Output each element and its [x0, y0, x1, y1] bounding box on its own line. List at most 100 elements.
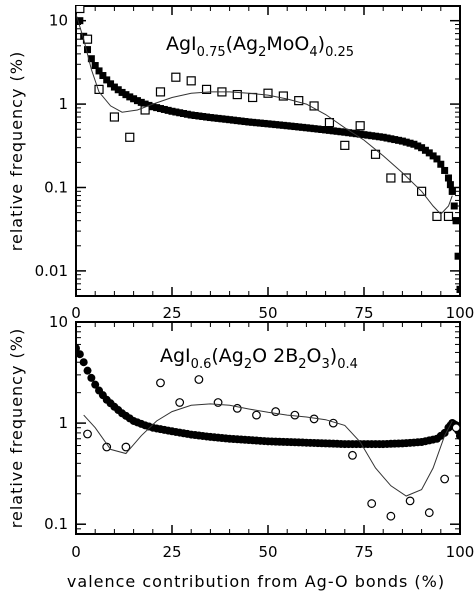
- data-point: [168, 107, 176, 115]
- data-point: [370, 149, 381, 159]
- title-part: MoO: [266, 33, 309, 55]
- data-point: [140, 105, 150, 115]
- data-point: [446, 181, 454, 189]
- data-point: [241, 118, 249, 126]
- data-point: [279, 121, 287, 129]
- data-point: [103, 76, 111, 84]
- data-point: [87, 373, 96, 382]
- data-point: [232, 89, 242, 100]
- x-tick-label: 100: [446, 543, 474, 561]
- title-part: ): [318, 33, 325, 55]
- title-subscript: 0.6: [191, 357, 212, 372]
- data-point: [364, 131, 372, 139]
- data-point: [302, 124, 310, 132]
- data-point: [156, 105, 164, 113]
- x-tick-label: 0: [71, 543, 81, 561]
- data-point: [314, 125, 322, 133]
- data-point: [433, 155, 441, 163]
- data-point: [214, 114, 222, 122]
- x-tick-label: 50: [258, 304, 277, 322]
- title-part: AgI: [166, 33, 197, 55]
- data-point: [99, 72, 107, 80]
- data-point: [195, 112, 203, 120]
- data-point: [379, 133, 387, 141]
- data-point: [194, 375, 204, 384]
- data-point: [276, 121, 284, 129]
- data-point: [294, 96, 304, 106]
- y-tick-label: 0.1: [44, 178, 68, 196]
- x-axis: 0 25 50 75 100: [71, 6, 474, 322]
- data-point: [318, 125, 326, 133]
- data-point: [348, 450, 357, 460]
- series-filled-circle: [76, 344, 460, 449]
- data-point: [191, 112, 199, 120]
- title-part: O 2B: [252, 345, 298, 367]
- data-point: [333, 127, 341, 135]
- data-point: [418, 144, 426, 152]
- data-point: [345, 129, 353, 137]
- data-point: [360, 131, 368, 139]
- data-point: [252, 119, 260, 127]
- data-point: [405, 496, 415, 506]
- data-point: [180, 110, 188, 118]
- data-point: [341, 128, 349, 136]
- x-axis-label: valence contribution from Ag-O bonds (%): [67, 572, 445, 591]
- x-tick-label: 100: [446, 304, 474, 322]
- data-point: [137, 98, 145, 106]
- x-axis: 0 25 50 75 100: [71, 322, 474, 561]
- data-point: [368, 132, 376, 140]
- data-point: [260, 119, 268, 127]
- data-point: [456, 431, 460, 440]
- data-point: [175, 398, 185, 407]
- data-point: [406, 139, 414, 147]
- title-subscript: 2: [258, 45, 266, 60]
- data-point: [121, 442, 131, 452]
- x-tick-label: 0: [71, 304, 81, 322]
- y-tick-label: 1: [58, 95, 68, 113]
- data-point: [324, 117, 335, 128]
- data-point: [391, 136, 399, 144]
- data-point: [437, 160, 445, 168]
- title-subscript: 0.75: [197, 45, 226, 60]
- data-point: [91, 62, 99, 70]
- title-subscript: 0.25: [325, 45, 354, 60]
- y-tick-label: 0.1: [44, 515, 68, 533]
- data-point: [295, 123, 303, 131]
- x-tick-label: 50: [258, 543, 277, 561]
- data-point: [263, 88, 273, 98]
- data-point: [149, 103, 157, 111]
- data-point: [237, 117, 245, 125]
- data-point: [249, 118, 257, 126]
- title-subscript: 2: [244, 357, 252, 372]
- fit-curve: [76, 13, 453, 215]
- data-point: [452, 217, 460, 225]
- data-point: [287, 122, 295, 130]
- data-point: [156, 378, 165, 388]
- data-point: [118, 88, 126, 96]
- data-point: [322, 126, 330, 134]
- title-subscript: 0.4: [337, 357, 358, 372]
- data-point: [109, 112, 120, 122]
- data-point: [232, 403, 242, 413]
- data-point: [79, 358, 88, 367]
- data-point: [268, 120, 276, 128]
- data-point: [306, 124, 314, 132]
- y-tick-label: 10: [49, 12, 68, 30]
- data-point: [199, 113, 207, 121]
- data-point: [133, 97, 141, 105]
- data-point: [203, 113, 211, 121]
- data-point: [410, 140, 418, 148]
- data-point: [367, 499, 377, 508]
- data-point: [171, 72, 181, 82]
- panel-bottom: 0 25 50 75 100 10 1 0.1 relative frequency (%) va…: [7, 313, 474, 591]
- data-point: [122, 91, 130, 99]
- x-tick-label: 75: [354, 304, 373, 322]
- data-point: [291, 123, 299, 131]
- data-point: [206, 114, 214, 122]
- data-point: [160, 105, 168, 113]
- panel-title: AgI0.6(Ag2O 2B2O3)0.4: [160, 345, 358, 372]
- data-point: [155, 87, 166, 97]
- x-tick-label: 75: [354, 543, 373, 561]
- data-point: [310, 125, 318, 133]
